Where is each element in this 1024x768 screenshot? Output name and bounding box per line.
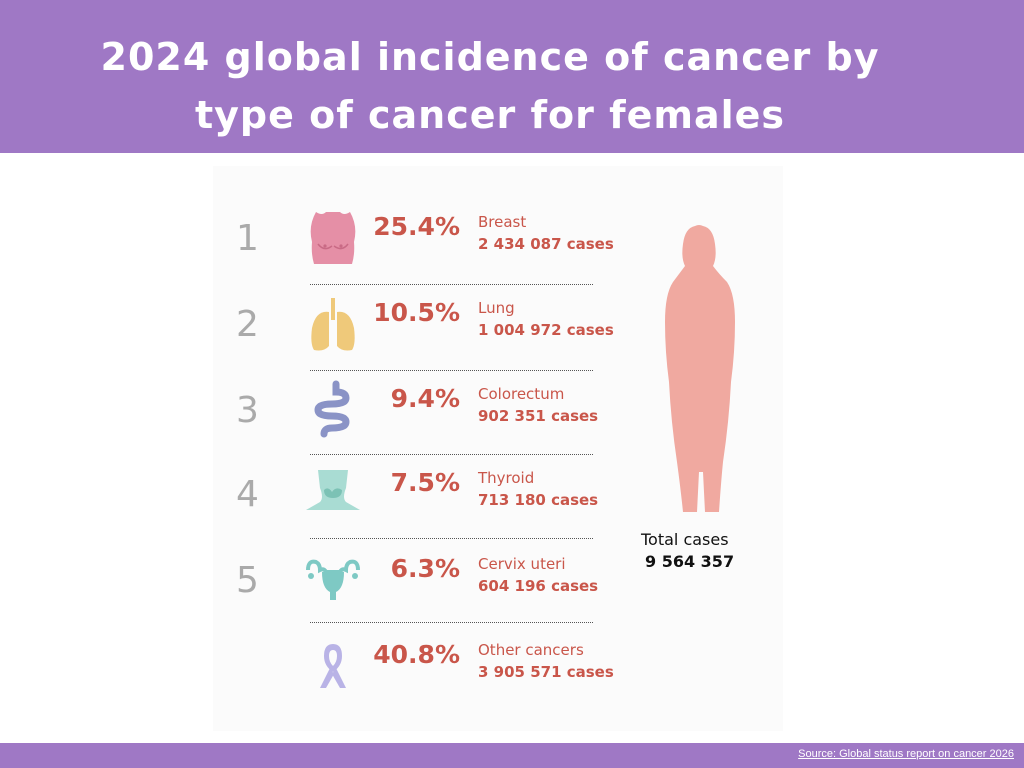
table-row: 1 25.4% Breast 2 434 087 cases [0, 208, 1024, 278]
footer-bar: Source: Global status report on cancer 2… [0, 743, 1024, 768]
rank-number: 5 [236, 560, 259, 601]
percent-value: 9.4% [390, 384, 460, 413]
case-count: 1 004 972 cases [478, 321, 614, 339]
rank-number: 2 [236, 304, 259, 345]
rank-number: 3 [236, 390, 259, 431]
table-row: 4 7.5% Thyroid 713 180 cases [0, 464, 1024, 534]
ribbon-icon [320, 644, 346, 688]
cancer-type: Cervix uteri [478, 555, 566, 573]
cancer-type: Colorectum [478, 385, 565, 403]
row-divider [310, 622, 593, 623]
page-title: 2024 global incidence of cancer by type … [40, 28, 940, 144]
percent-value: 10.5% [373, 298, 460, 327]
total-cases-label: Total cases [641, 530, 729, 549]
breast-icon [310, 212, 356, 264]
table-row: 40.8% Other cancers 3 905 571 cases [0, 636, 1024, 706]
case-count: 604 196 cases [478, 577, 599, 595]
row-divider [310, 538, 593, 539]
rank-number: 1 [236, 218, 259, 259]
source-link[interactable]: Source: Global status report on cancer 2… [798, 748, 1014, 760]
table-row: 3 9.4% Colorectum 902 351 cases [0, 380, 1024, 450]
table-row: 5 6.3% Cervix uteri 604 196 cases [0, 550, 1024, 620]
cancer-type: Thyroid [478, 469, 535, 487]
title-line-2: type of cancer for females [194, 93, 786, 137]
row-divider [310, 454, 593, 455]
table-row: 2 10.5% Lung 1 004 972 cases [0, 294, 1024, 364]
case-count: 2 434 087 cases [478, 235, 614, 253]
cancer-type: Breast [478, 213, 527, 231]
cancer-type: Lung [478, 299, 515, 317]
rank-number: 4 [236, 474, 259, 515]
percent-value: 25.4% [373, 212, 460, 241]
row-divider [310, 284, 593, 285]
thyroid-icon [306, 470, 360, 510]
percent-value: 6.3% [390, 554, 460, 583]
total-cases-value: 9 564 357 [645, 552, 735, 571]
case-count: 3 905 571 cases [478, 663, 614, 681]
lungs-icon [311, 298, 355, 351]
percent-value: 7.5% [390, 468, 460, 497]
case-count: 713 180 cases [478, 491, 599, 509]
row-divider [310, 370, 593, 371]
percent-value: 40.8% [373, 640, 460, 669]
title-banner: 2024 global incidence of cancer by type … [0, 0, 1024, 153]
cancer-type: Other cancers [478, 641, 584, 659]
title-line-1: 2024 global incidence of cancer by [100, 35, 880, 79]
female-silhouette-icon [665, 225, 735, 512]
intestine-icon [314, 380, 350, 438]
case-count: 902 351 cases [478, 407, 599, 425]
uterus-icon [306, 559, 360, 600]
